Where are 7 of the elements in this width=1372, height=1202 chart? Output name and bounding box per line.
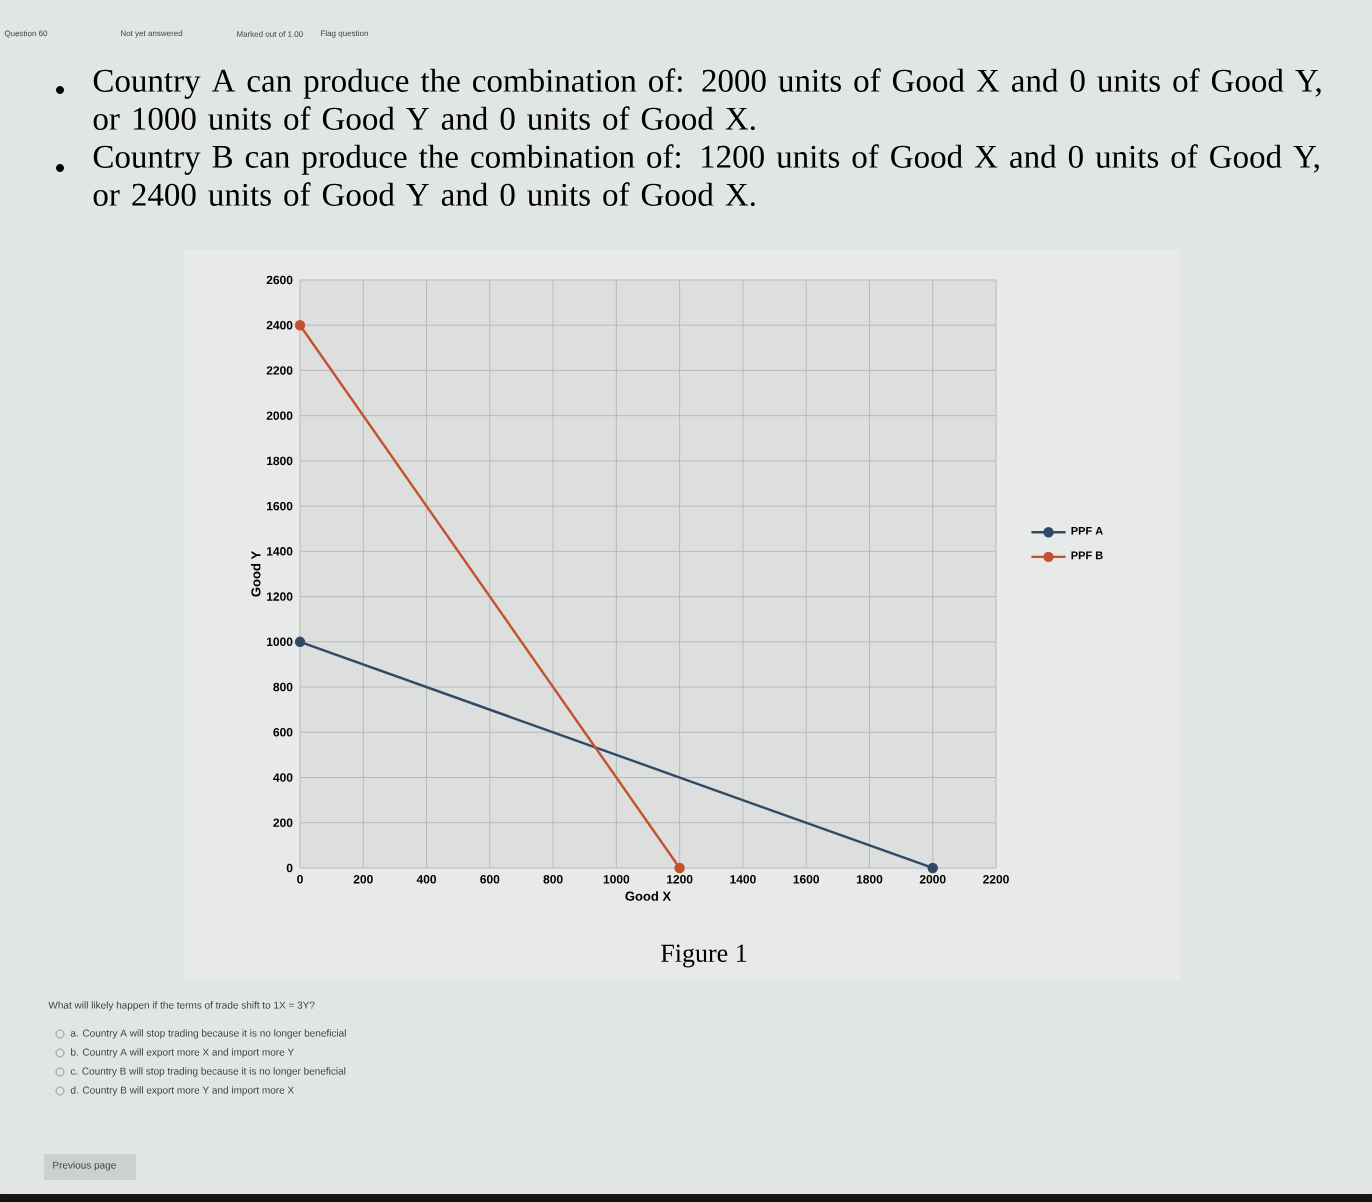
point — [927, 862, 938, 874]
caption: Figure 1 — [661, 944, 747, 968]
point — [294, 320, 306, 331]
point — [294, 636, 306, 648]
chart-subtitle: Country B can produce the combination of: 1200 units of Good X and 0 units of Good Y, or 2400 units of Good Y and 0 units of Good X. — [93, 144, 1319, 207]
chart-title: Country A can produce the combination of: 2000 units of Good X and 0 units of Good Y, or 1000 units of Good Y and 0 units of Good X. — [93, 68, 1321, 131]
point — [674, 862, 685, 874]
